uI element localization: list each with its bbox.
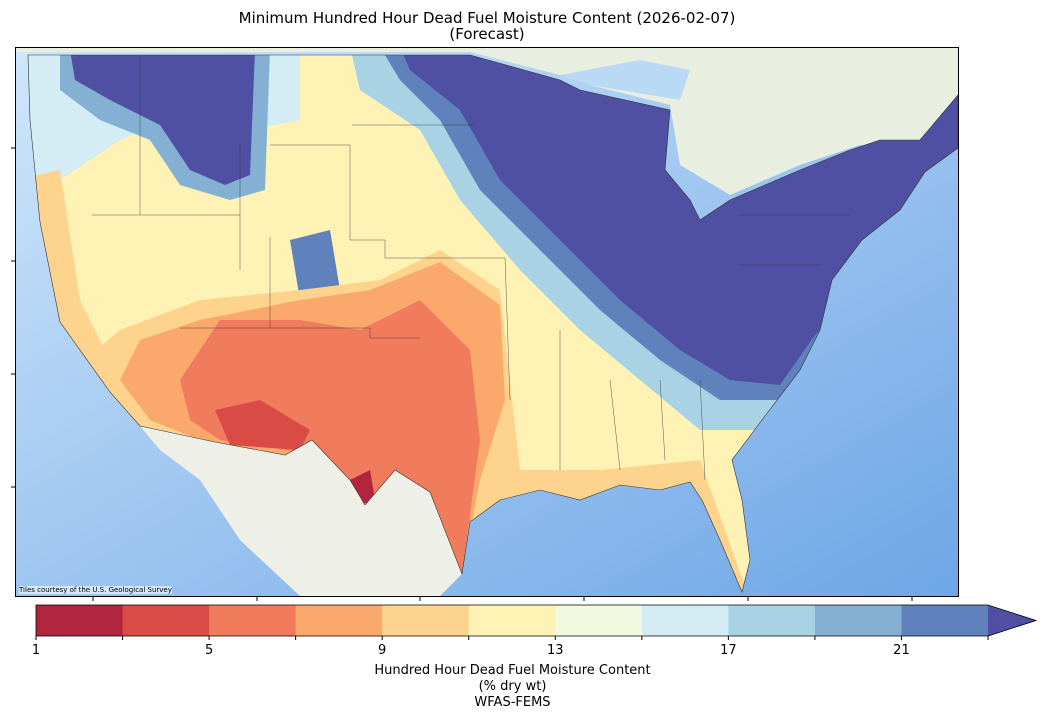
map-subtitle: (Forecast) (449, 25, 525, 43)
mexico-land (140, 426, 462, 596)
colorbar-bin (901, 605, 989, 636)
colorbar-tick-label: 1 (31, 643, 41, 658)
colorbar-tick-label: 21 (893, 643, 910, 658)
colorbar-units: (% dry wt) (478, 679, 547, 694)
colorbar-source: WFAS-FEMS (474, 695, 551, 710)
colorbar-outline (35, 604, 1038, 637)
colorbar-bin (209, 605, 297, 636)
colorbar-bin (814, 605, 902, 636)
colorbar-label: Hundred Hour Dead Fuel Moisture Content (374, 663, 651, 678)
colorbar-extend-arrow (988, 605, 1036, 636)
colorbar-bin (641, 605, 729, 636)
colorbar-bin (382, 605, 470, 636)
colorbar-bin (295, 605, 383, 636)
colorbar-tick-label: 17 (720, 643, 737, 658)
colorbar-tick-label: 9 (378, 643, 387, 658)
state-borders (92, 55, 850, 481)
colorbar-bin (468, 605, 556, 636)
colorbar-tick-label: 13 (546, 643, 564, 658)
colorbar-bin (555, 605, 643, 636)
colorbar-bin (36, 605, 124, 636)
colorbar (35, 604, 1038, 640)
lake (560, 60, 690, 100)
basemap-attribution: Tiles courtesy of the U.S. Geological Su… (19, 586, 172, 594)
map-frame (15, 47, 959, 597)
colorbar-tick-label: 5 (204, 643, 214, 658)
axis-ticks (11, 147, 913, 601)
map-title: Minimum Hundred Hour Dead Fuel Moisture … (238, 9, 736, 27)
canada-land (15, 47, 958, 195)
colorbar-bin (728, 605, 816, 636)
colorbar-bin (122, 605, 210, 636)
